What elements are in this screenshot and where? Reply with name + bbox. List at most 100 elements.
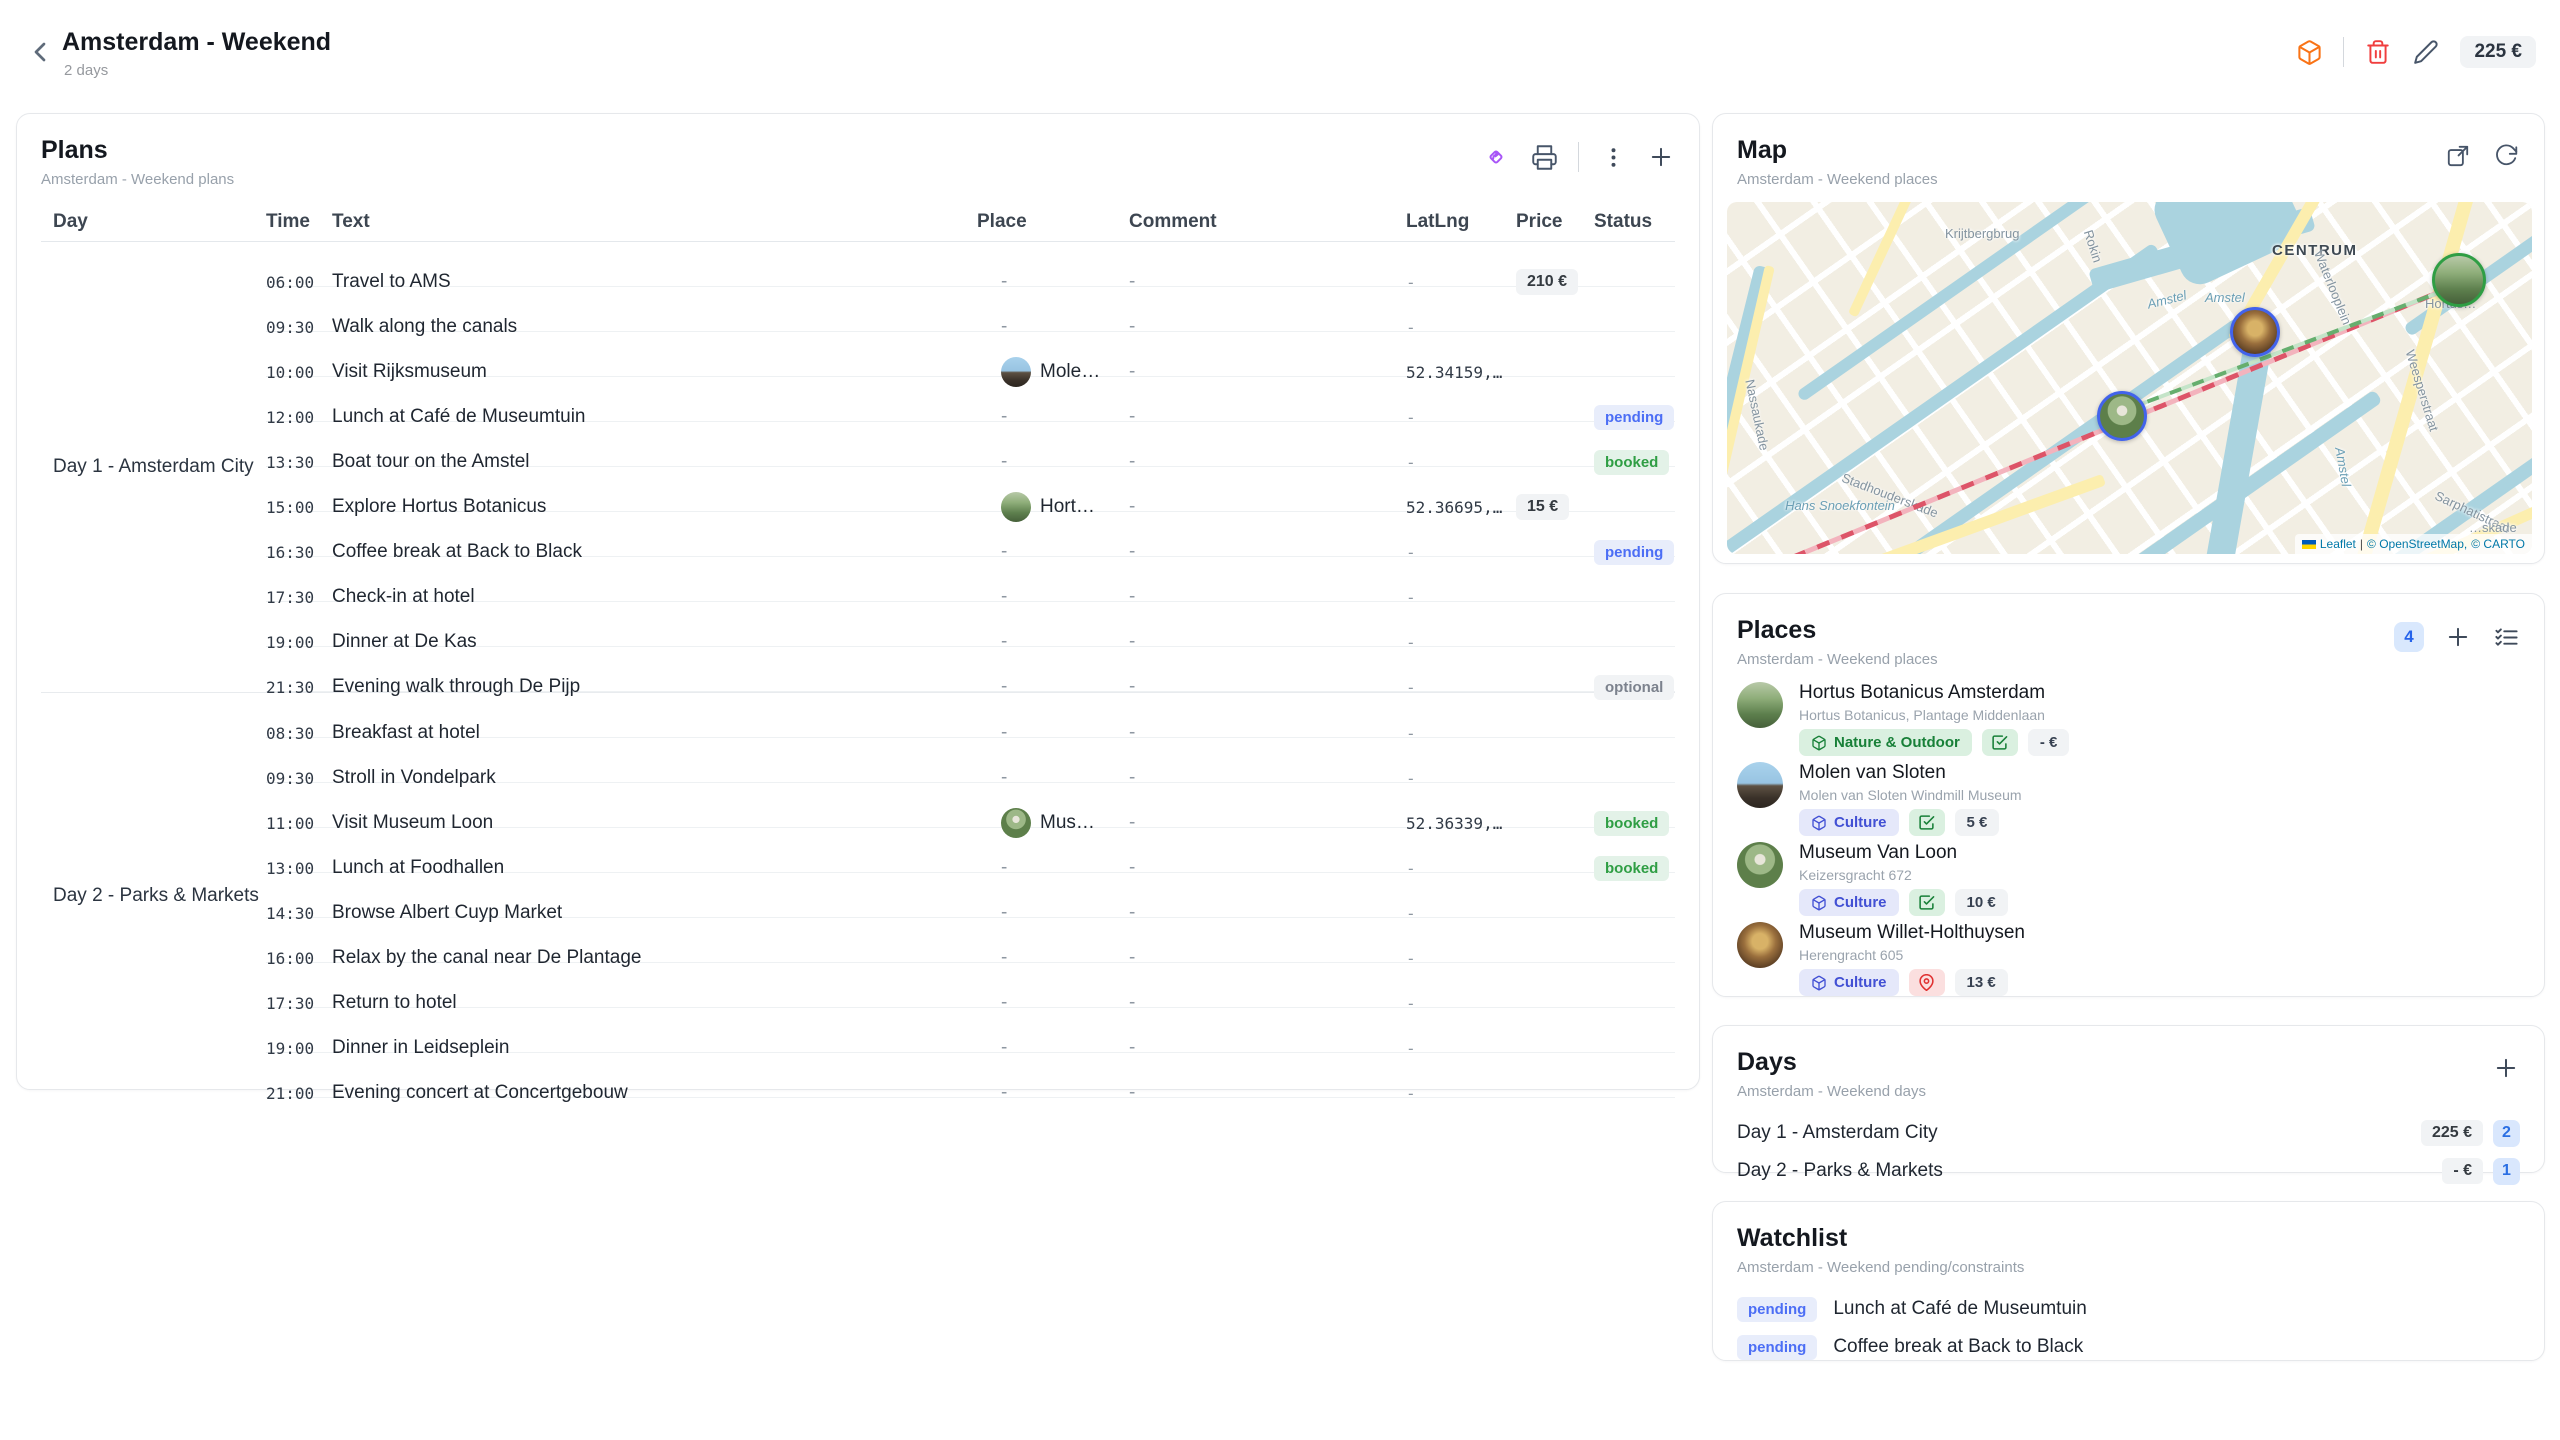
plan-text: Visit Museum Loon	[332, 812, 494, 833]
watchlist-panel: Watchlist Amsterdam - Weekend pending/co…	[1712, 1201, 2545, 1361]
map-marker-willet[interactable]	[2230, 307, 2280, 357]
edit-pencil-icon[interactable]	[2412, 38, 2440, 66]
printer-icon[interactable]	[1530, 143, 1558, 171]
place-address: Keizersgracht 672	[1799, 867, 1912, 883]
place-name: Molen van Sloten	[1799, 762, 1946, 783]
plan-comment: -	[1129, 496, 1136, 517]
plan-time: 21:30	[266, 677, 315, 697]
category-badge: Culture	[1799, 969, 1899, 996]
plan-comment: -	[1129, 676, 1136, 697]
plan-latlng: -	[1406, 542, 1416, 562]
plan-row[interactable]: 21:30 Evening walk through De Pijp - - -…	[266, 647, 1675, 700]
kebab-menu-icon[interactable]	[1599, 143, 1627, 171]
place-marker-badge	[1908, 809, 1945, 836]
leaflet-link[interactable]: Leaflet	[2319, 537, 2356, 551]
plan-time: 08:30	[266, 723, 315, 743]
place-item[interactable]: Molen van Sloten Molen van Sloten Windmi…	[1713, 762, 2544, 842]
plan-row[interactable]: 13:00 Lunch at Foodhallen - - - booked	[266, 828, 1675, 881]
checklist-icon[interactable]	[2492, 623, 2520, 651]
places-count-badge: 4	[2394, 622, 2424, 652]
plan-latlng: -	[1406, 1038, 1416, 1058]
map-marker-vanloon[interactable]	[2097, 391, 2147, 441]
plan-row[interactable]: 09:30 Stroll in Vondelpark - - -	[266, 738, 1675, 788]
poi-label: Hans Snoekfontein	[1785, 498, 1895, 513]
plan-latlng: -	[1406, 677, 1416, 697]
plan-comment: -	[1129, 451, 1136, 472]
plan-time: 17:30	[266, 587, 315, 607]
map-canvas[interactable]: Krijtbergbrug Rokin Amstel Amstel CENTRU…	[1727, 202, 2532, 554]
day-group-1: Day 1 - Amsterdam City 06:00 Travel to A…	[41, 242, 1675, 700]
place-item[interactable]: Museum Willet-Holthuysen Herengracht 605…	[1713, 922, 2544, 1002]
refresh-icon[interactable]	[2492, 142, 2520, 170]
plan-row[interactable]: 16:30 Coffee break at Back to Black - - …	[266, 512, 1675, 565]
plan-row[interactable]: 19:00 Dinner at De Kas - - -	[266, 602, 1675, 652]
plan-latlng: -	[1406, 948, 1416, 968]
plan-row[interactable]: 13:30 Boat tour on the Amstel - - - book…	[266, 422, 1675, 475]
plan-row[interactable]: 14:30 Browse Albert Cuyp Market - - -	[266, 873, 1675, 923]
plan-latlng: -	[1406, 317, 1416, 337]
plan-row[interactable]: 15:00 Explore Hortus Botanicus Hortus Bo…	[266, 467, 1675, 522]
check-square-icon	[1992, 735, 2008, 750]
carto-link[interactable]: © CARTO	[2471, 537, 2525, 551]
place-thumbnail	[1001, 808, 1031, 838]
plan-comment: -	[1129, 812, 1136, 833]
place-price-badge: 13 €	[1954, 969, 2008, 996]
check-square-icon	[1919, 895, 1935, 910]
plan-row[interactable]: 19:00 Dinner in Leidseplein - - -	[266, 1008, 1675, 1058]
plan-time: 14:30	[266, 903, 315, 923]
plan-row[interactable]: 21:00 Evening concert at Concertgebouw -…	[266, 1053, 1675, 1103]
day-item[interactable]: Day 2 - Parks & Markets - € 1	[1713, 1152, 2544, 1190]
package-icon[interactable]	[2295, 38, 2323, 66]
plan-place: Museum Va…	[977, 783, 1129, 863]
day-item[interactable]: Day 1 - Amsterdam City 225 € 2	[1713, 1114, 2544, 1152]
plan-row[interactable]: 10:00 Visit Rijksmuseum Molen van … - 52…	[266, 332, 1675, 387]
osm-link[interactable]: © OpenStreetMap,	[2367, 537, 2468, 551]
plan-row[interactable]: 17:30 Check-in at hotel - - -	[266, 557, 1675, 607]
plan-comment: -	[1129, 722, 1136, 743]
status-badge: booked	[1594, 855, 1670, 881]
plan-row[interactable]: 11:00 Visit Museum Loon Museum Va… - 52.…	[266, 783, 1675, 838]
route-share-icon[interactable]	[1482, 143, 1510, 171]
district-label: CENTRUM	[2272, 242, 2358, 259]
plan-row[interactable]: 08:30 Breakfast at hotel - - -	[266, 693, 1675, 743]
watchlist-item[interactable]: pending Lunch at Café de Museumtuin	[1713, 1290, 2544, 1328]
places-panel: Places Amsterdam - Weekend places 4 Hort…	[1712, 593, 2545, 997]
place-item[interactable]: Hortus Botanicus Amsterdam Hortus Botani…	[1713, 682, 2544, 762]
plan-text: Lunch at Foodhallen	[332, 857, 505, 878]
plan-comment: -	[1129, 271, 1136, 292]
plan-comment: -	[1129, 947, 1136, 968]
map-pin-icon	[1919, 974, 1934, 991]
plan-time: 16:00	[266, 948, 315, 968]
plan-latlng: -	[1406, 407, 1416, 427]
place-marker-badge	[1908, 969, 1945, 996]
map-marker-hortus[interactable]	[2432, 253, 2486, 307]
plan-text: Dinner at De Kas	[332, 631, 477, 652]
place-price-badge: 5 €	[1954, 809, 2000, 836]
plus-icon[interactable]	[2492, 1054, 2520, 1082]
place-name: Museum Willet-Holthuysen	[1799, 922, 2025, 943]
plan-status: pending	[1594, 404, 1675, 430]
watchlist-text: Coffee break at Back to Black	[1833, 1336, 2084, 1357]
plan-comment: -	[1129, 361, 1136, 382]
plan-row[interactable]: 12:00 Lunch at Café de Museumtuin - - - …	[266, 377, 1675, 430]
plan-row[interactable]: 16:00 Relax by the canal near De Plantag…	[266, 918, 1675, 968]
plan-text: Visit Rijksmuseum	[332, 361, 487, 382]
back-icon[interactable]	[24, 36, 56, 68]
place-item[interactable]: Museum Van Loon Keizersgracht 672 Cultur…	[1713, 842, 2544, 922]
plan-text: Boat tour on the Amstel	[332, 451, 530, 472]
plan-text: Browse Albert Cuyp Market	[332, 902, 563, 923]
watchlist-item[interactable]: pending Coffee break at Back to Black	[1713, 1328, 2544, 1366]
plan-comment: -	[1129, 857, 1136, 878]
plan-latlng: -	[1406, 1083, 1416, 1103]
day-group-2: Day 2 - Parks & Markets 08:30 Breakfast …	[41, 692, 1675, 1103]
trip-duration: 2 days	[64, 62, 109, 79]
trash-icon[interactable]	[2364, 38, 2392, 66]
plus-icon[interactable]	[2444, 623, 2472, 651]
days-panel: Days Amsterdam - Weekend days Day 1 - Am…	[1712, 1025, 2545, 1185]
plan-comment: -	[1129, 586, 1136, 607]
expand-icon[interactable]	[2444, 142, 2472, 170]
plan-row[interactable]: 06:00 Travel to AMS - - - 210 €	[266, 242, 1675, 295]
plus-icon[interactable]	[1647, 143, 1675, 171]
plan-row[interactable]: 17:30 Return to hotel - - -	[266, 963, 1675, 1013]
plan-row[interactable]: 09:30 Walk along the canals - - -	[266, 287, 1675, 337]
